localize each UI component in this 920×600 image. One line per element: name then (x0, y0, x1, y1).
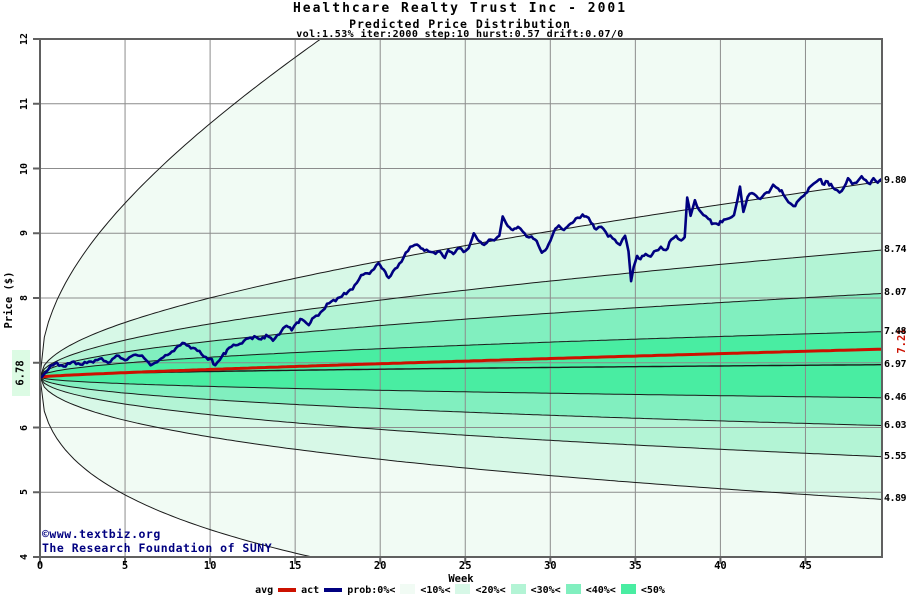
x-axis-title: Week (448, 573, 474, 585)
legend-prob-label: <40%< (585, 585, 616, 596)
y-axis-title: Price ($) (3, 271, 15, 329)
band-fill (41, 378, 881, 500)
chart-subtitle: Predicted Price Distribution (349, 17, 571, 31)
y-tick-label: 6 (19, 424, 30, 431)
chart-parameters: vol:1.53% iter:2000 step:10 hurst:0.57 d… (296, 29, 624, 40)
percentile-boundary-line (41, 40, 321, 373)
legend-band-swatch (510, 584, 526, 594)
legend-prob-label: prob:0%< (347, 585, 396, 596)
legend-band-swatch (620, 584, 636, 594)
band-fill (41, 181, 881, 376)
legend-avg-line-swatch (278, 588, 297, 592)
boundary-end-label: 9.80 (884, 175, 907, 187)
x-tick-label: 45 (799, 560, 812, 572)
y-tick-label: 5 (19, 489, 30, 496)
boundary-end-label: 4.89 (884, 493, 907, 505)
avg-price-line (41, 347, 881, 379)
legend-act-line-swatch (324, 588, 343, 592)
band-fill (41, 377, 881, 426)
y-tick-label: 11 (19, 97, 30, 110)
y-tick-label: 9 (19, 230, 30, 237)
boundary-end-label: 5.55 (884, 450, 907, 462)
legend-prob-label: <20%< (475, 585, 506, 596)
band-fill (41, 377, 881, 457)
x-tick-label: 35 (629, 560, 642, 572)
band-fill (41, 331, 881, 398)
x-tick-label: 40 (714, 560, 727, 572)
start-price-label: 6.78 (12, 350, 30, 396)
y-tick-label: 12 (19, 32, 30, 46)
x-tick-label: 10 (203, 560, 217, 572)
legend-band-swatch (455, 584, 471, 594)
legend-probability-bands: prob:0%< <10%< <20%< <30%< <40%< <50% (345, 584, 667, 596)
x-tick-label: 30 (543, 560, 557, 572)
copyright-org: The Research Foundation of SUNY (42, 541, 273, 555)
percentile-boundary-line (41, 378, 881, 500)
x-tick-label: 15 (288, 560, 302, 572)
x-tick-label: 5 (121, 560, 129, 572)
legend-prob-label: <10%< (420, 585, 451, 596)
y-tick-label: 8 (19, 294, 30, 302)
chart-title: Healthcare Realty Trust Inc - 2001 (292, 1, 628, 16)
boundary-end-label: 8.07 (884, 287, 907, 299)
legend-band-swatch (400, 584, 416, 594)
legend-prob-label: <50% (640, 585, 665, 596)
percentile-boundary-line (41, 376, 881, 399)
y-tick-label: 10 (19, 162, 30, 175)
boundary-end-label: 8.74 (884, 244, 907, 256)
actual-price-line (41, 175, 881, 379)
percentile-boundary-line (41, 331, 881, 377)
boundary-end-label: 6.97 (884, 358, 907, 370)
legend-prob-label: <30%< (530, 585, 561, 596)
boundary-end-label: 6.03 (884, 419, 907, 431)
legend: avg act prob:0%< <10%< <20%< <30%< <40%< <50% (0, 584, 920, 596)
band-fill (41, 293, 881, 377)
percentile-boundary-line (41, 377, 881, 427)
band-fill (41, 40, 881, 375)
percentile-boundary-line (41, 377, 881, 458)
x-tick-label: 20 (373, 560, 387, 572)
boundary-end-label: 6.46 (884, 391, 907, 403)
legend-band-swatch (565, 584, 581, 594)
boundary-end-label: 7.48 (884, 325, 907, 337)
x-tick-label: 0 (36, 560, 44, 572)
x-tick-label: 25 (458, 560, 472, 572)
legend-act-label: act (301, 584, 320, 596)
percentile-boundary-line (41, 380, 311, 556)
copyright-url: ©www.textbiz.org (42, 527, 161, 541)
legend-avg-label: avg (255, 584, 274, 596)
percentile-boundary-line (41, 249, 881, 377)
band-fill (41, 250, 881, 376)
